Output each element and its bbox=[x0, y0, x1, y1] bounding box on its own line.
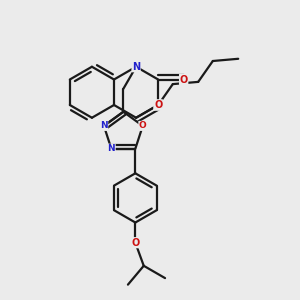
Text: O: O bbox=[139, 122, 147, 130]
Text: N: N bbox=[154, 100, 162, 110]
Text: N: N bbox=[100, 122, 108, 130]
Text: O: O bbox=[131, 238, 140, 248]
Text: O: O bbox=[179, 74, 188, 85]
Text: N: N bbox=[132, 62, 140, 72]
Text: O: O bbox=[154, 100, 162, 110]
Text: N: N bbox=[107, 144, 115, 153]
